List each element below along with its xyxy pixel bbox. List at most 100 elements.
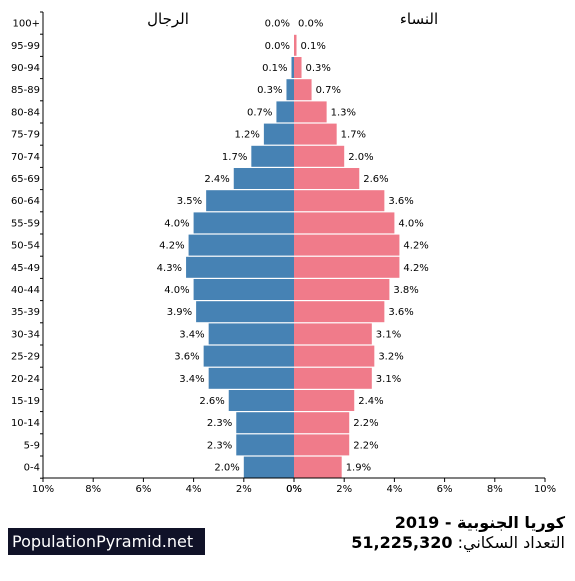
female-bar bbox=[294, 190, 385, 212]
x-axis: 10% 8% 6% 4% 2% 0%0% 2% 4% 6% 8% 10% bbox=[32, 11, 556, 495]
population-total: التعداد السكاني: 51,225,320 bbox=[351, 533, 565, 552]
female-bar bbox=[294, 101, 327, 123]
female-pct-label: 3.6% bbox=[388, 196, 413, 207]
x-tick-label: 6% bbox=[437, 484, 453, 495]
x-tick-label: 10% bbox=[534, 484, 556, 495]
female-pct-label: 4.2% bbox=[403, 263, 428, 274]
x-tick-label: 4% bbox=[386, 484, 402, 495]
female-pct-label: 1.3% bbox=[331, 107, 356, 118]
female-bar bbox=[294, 390, 355, 411]
female-pct-label: 3.1% bbox=[376, 374, 401, 385]
male-bar bbox=[276, 101, 294, 123]
population-label: التعداد السكاني: bbox=[457, 533, 565, 552]
male-pct-label: 4.3% bbox=[157, 263, 182, 274]
x-tick-label: 6% bbox=[135, 484, 151, 495]
female-bar bbox=[294, 367, 372, 389]
female-pct-label: 0.1% bbox=[301, 41, 326, 52]
female-pct-label: 3.2% bbox=[378, 352, 403, 363]
female-bar bbox=[294, 234, 400, 256]
x-tick-label: 2% bbox=[336, 484, 352, 495]
female-bar bbox=[294, 145, 345, 167]
male-bar bbox=[251, 145, 294, 167]
male-pct-label: 0.7% bbox=[247, 107, 272, 118]
male-bar bbox=[193, 279, 294, 300]
female-pct-label: 4.2% bbox=[403, 241, 428, 252]
male-pct-label: 0.1% bbox=[262, 63, 287, 74]
age-label: 90-94 bbox=[11, 63, 40, 74]
female-pct-label: 1.7% bbox=[341, 130, 366, 141]
male-bar bbox=[203, 345, 294, 367]
age-label: 10-14 bbox=[11, 418, 40, 429]
male-pct-label: 2.6% bbox=[199, 396, 224, 407]
male-bar bbox=[263, 123, 294, 145]
female-bar bbox=[294, 412, 350, 434]
male-pct-label: 4.0% bbox=[164, 218, 189, 229]
male-pct-label: 3.6% bbox=[174, 352, 199, 363]
male-pct-label: 2.4% bbox=[204, 174, 229, 185]
population-pyramid-chart: الرجال النساء 100+ 0.0% 0.0% 95-99 0.0% 0.1% 9… bbox=[11, 10, 556, 495]
brand-logo[interactable]: PopulationPyramid.net bbox=[8, 528, 205, 555]
female-pct-label: 3.8% bbox=[393, 285, 418, 296]
female-pct-label: 2.0% bbox=[348, 152, 373, 163]
x-tick-label: 2% bbox=[236, 484, 252, 495]
male-pct-label: 3.9% bbox=[167, 307, 192, 318]
x-tick-label: 0% bbox=[286, 484, 302, 495]
female-bar bbox=[294, 212, 395, 234]
female-bar bbox=[294, 34, 297, 56]
female-bar bbox=[294, 256, 400, 278]
male-bar bbox=[286, 79, 294, 101]
male-bar bbox=[196, 301, 294, 323]
male-bar bbox=[291, 57, 294, 78]
age-label: 50-54 bbox=[11, 241, 40, 252]
male-pct-label: 1.7% bbox=[222, 152, 247, 163]
male-bar bbox=[236, 412, 294, 434]
male-bar bbox=[228, 390, 294, 411]
male-bar bbox=[208, 367, 294, 389]
x-tick-label: 4% bbox=[186, 484, 202, 495]
male-pct-label: 4.0% bbox=[164, 285, 189, 296]
female-title: النساء bbox=[400, 10, 438, 28]
age-label: 60-64 bbox=[11, 196, 40, 207]
male-pct-label: 2.3% bbox=[207, 418, 232, 429]
male-pct-label: 4.2% bbox=[159, 241, 184, 252]
age-label: 100+ bbox=[13, 19, 40, 30]
female-bar bbox=[294, 456, 342, 478]
age-label: 85-89 bbox=[11, 85, 40, 96]
age-label: 20-24 bbox=[11, 374, 40, 385]
male-bar bbox=[236, 434, 294, 456]
male-pct-label: 2.3% bbox=[207, 440, 232, 451]
female-pct-label: 0.3% bbox=[306, 63, 331, 74]
x-tick-label: 10% bbox=[32, 484, 54, 495]
male-bar bbox=[188, 234, 294, 256]
male-bar bbox=[206, 190, 294, 212]
female-bar bbox=[294, 345, 375, 367]
male-bar bbox=[208, 323, 294, 345]
female-pct-label: 2.6% bbox=[363, 174, 388, 185]
male-pct-label: 3.5% bbox=[177, 196, 202, 207]
age-label: 55-59 bbox=[11, 218, 40, 229]
male-pct-label: 0.0% bbox=[265, 19, 290, 30]
female-bar bbox=[294, 57, 302, 78]
female-pct-label: 1.9% bbox=[346, 463, 371, 474]
age-label: 75-79 bbox=[11, 130, 40, 141]
female-bar bbox=[294, 434, 350, 456]
female-pct-label: 0.0% bbox=[298, 19, 323, 30]
age-label: 35-39 bbox=[11, 307, 40, 318]
male-title: الرجال bbox=[147, 10, 189, 28]
female-bar bbox=[294, 123, 337, 145]
male-pct-label: 2.0% bbox=[214, 463, 239, 474]
female-pct-label: 2.2% bbox=[353, 440, 378, 451]
male-pct-label: 1.2% bbox=[234, 130, 259, 141]
female-pct-label: 2.4% bbox=[358, 396, 383, 407]
female-bar bbox=[294, 168, 360, 189]
male-pct-label: 3.4% bbox=[179, 374, 204, 385]
age-label: 45-49 bbox=[11, 263, 40, 274]
female-bar bbox=[294, 323, 372, 345]
female-bar bbox=[294, 301, 385, 323]
age-label: 40-44 bbox=[11, 285, 40, 296]
x-tick-label: 8% bbox=[487, 484, 503, 495]
male-bar bbox=[193, 212, 294, 234]
x-tick-label: 0% bbox=[286, 484, 302, 495]
age-label: 25-29 bbox=[11, 352, 40, 363]
female-bar bbox=[294, 79, 312, 101]
